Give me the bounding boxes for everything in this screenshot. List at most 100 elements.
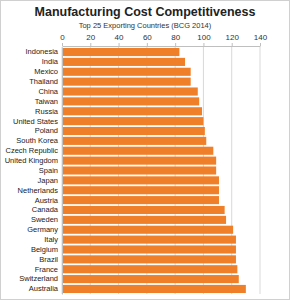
tick: France (35, 265, 58, 274)
tick-mark (62, 43, 63, 46)
tick-mark (90, 43, 91, 46)
tick-mark (232, 43, 233, 46)
bar (62, 216, 226, 224)
tick-label: 0 (60, 33, 65, 42)
category-label: Switzerland (19, 274, 58, 283)
bar (62, 147, 213, 155)
tick: Sweden (31, 215, 58, 224)
tick: Austria (35, 196, 59, 205)
category-label: Russia (35, 107, 59, 116)
bar (62, 87, 198, 95)
category-label: Indonesia (25, 47, 58, 56)
tick-label: 100 (197, 33, 211, 42)
tick: Germany (27, 225, 58, 234)
bar (62, 206, 225, 214)
grid (62, 47, 260, 294)
tick: United States (13, 117, 58, 126)
tick: 140 (254, 33, 268, 46)
tick: 60 (143, 33, 152, 46)
tick-label: 120 (226, 33, 240, 42)
category-label: Netherlands (18, 186, 59, 195)
grid-line (260, 47, 261, 294)
tick: Mexico (34, 67, 58, 76)
bar (62, 166, 216, 174)
tick: Italy (44, 235, 58, 244)
bar (62, 157, 216, 165)
tick-label: 40 (115, 33, 124, 42)
tick: 100 (197, 33, 211, 46)
subtitle: Top 25 Exporting Countries (BCG 2014) (79, 21, 212, 30)
tick: Canada (32, 205, 59, 214)
tick: Poland (35, 126, 58, 135)
y-axis: IndonesiaIndiaMexicoThailandChinaTaiwanR… (5, 47, 63, 294)
category-label: Germany (27, 225, 58, 234)
tick: Russia (35, 107, 59, 116)
tick: 120 (226, 33, 240, 46)
category-label: Poland (35, 126, 58, 135)
tick: Indonesia (25, 47, 58, 56)
tick-label: 60 (143, 33, 152, 42)
category-label: India (42, 57, 59, 66)
tick: Australia (29, 284, 59, 293)
bar (62, 127, 205, 135)
bar (62, 275, 239, 283)
tick-mark (119, 43, 120, 46)
bars (62, 48, 246, 293)
axis-line (63, 46, 261, 47)
category-label: Canada (32, 205, 59, 214)
category-label: Australia (29, 284, 59, 293)
tick: Japan (38, 176, 58, 185)
bar (62, 117, 203, 125)
bar (62, 236, 236, 244)
bar (62, 107, 202, 115)
tick: South Korea (16, 136, 59, 145)
bar (62, 196, 219, 204)
tick: 80 (171, 33, 180, 46)
bar (62, 265, 237, 273)
tick: Brazil (39, 255, 58, 264)
tick: India (42, 57, 59, 66)
category-label: United Kingdom (5, 156, 58, 165)
tick: Czech Republic (5, 146, 58, 155)
bar (62, 137, 206, 145)
category-label: China (38, 87, 58, 96)
chart-frame (1, 1, 290, 300)
category-label: Thailand (29, 77, 58, 86)
tick: Belgium (31, 245, 58, 254)
tick: Switzerland (19, 274, 58, 283)
category-label: South Korea (16, 136, 59, 145)
category-label: France (35, 265, 58, 274)
axis-line (62, 48, 63, 295)
tick: 20 (86, 33, 95, 46)
tick: China (38, 87, 58, 96)
category-label: Italy (44, 235, 58, 244)
title: Manufacturing Cost Competitiveness (35, 5, 256, 19)
tick-mark (203, 43, 204, 46)
bar (62, 68, 191, 76)
bar (62, 97, 199, 105)
chart: Manufacturing Cost Competitiveness Top 25… (0, 0, 290, 300)
tick-mark (147, 43, 148, 46)
tick: Thailand (29, 77, 58, 86)
tick-mark (175, 43, 176, 46)
tick-label: 80 (171, 33, 180, 42)
bar (62, 176, 219, 184)
category-label: Japan (38, 176, 58, 185)
bar (62, 48, 179, 56)
tick: United Kingdom (5, 156, 58, 165)
category-label: Brazil (39, 255, 58, 264)
bar (62, 186, 219, 194)
category-label: Taiwan (35, 97, 58, 106)
tick-label: 140 (254, 33, 268, 42)
grid-line (62, 47, 63, 294)
tick: Netherlands (18, 186, 59, 195)
x-axis: 0 20 40 60 80 100 120 140 (60, 33, 267, 47)
tick: Spain (39, 166, 58, 175)
category-label: United States (13, 117, 58, 126)
category-label: Czech Republic (5, 146, 58, 155)
category-label: Spain (39, 166, 58, 175)
bar (62, 78, 191, 86)
category-label: Austria (35, 196, 59, 205)
bar (62, 226, 233, 234)
category-label: Sweden (31, 215, 58, 224)
